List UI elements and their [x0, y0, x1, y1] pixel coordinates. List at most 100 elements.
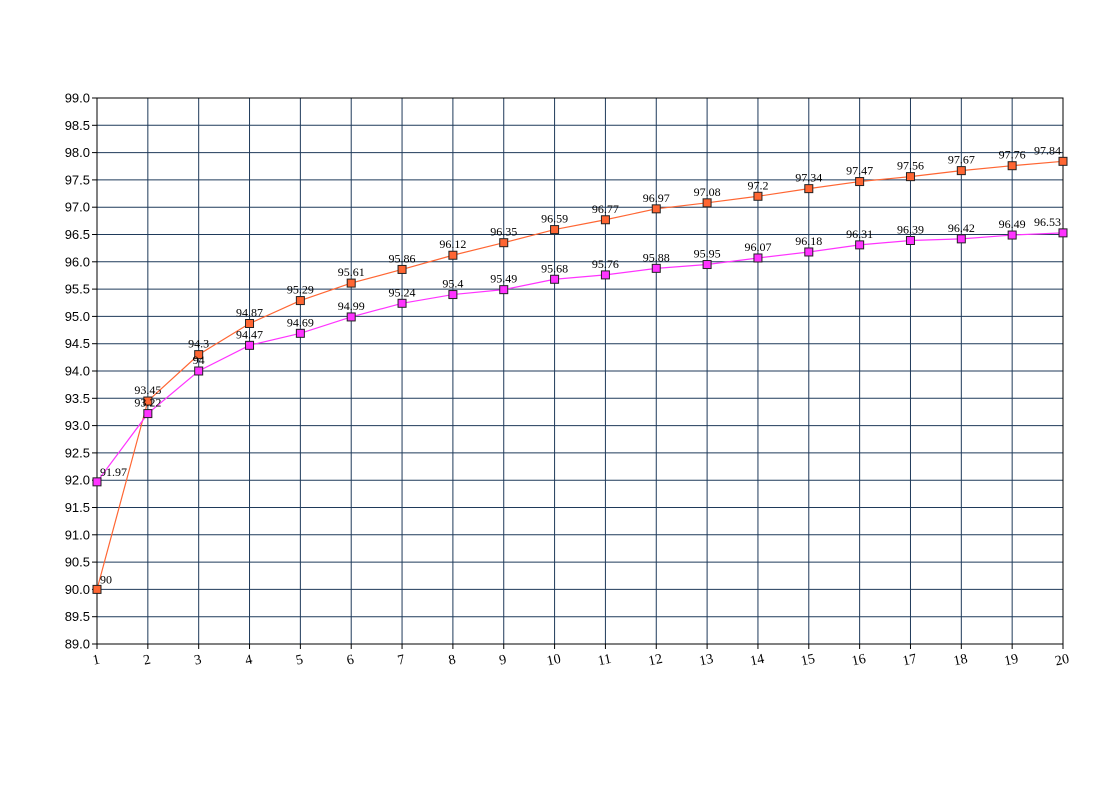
y-tick-label: 97.5 — [65, 172, 90, 187]
series-1-data-label: 95.61 — [338, 265, 365, 279]
series-1-point — [448, 250, 458, 260]
x-tick-label: 15 — [800, 652, 817, 670]
series-2-point — [956, 234, 966, 244]
series-1-data-label: 96.97 — [643, 191, 670, 205]
series-2-point — [499, 285, 509, 295]
series-1-line — [96, 160, 1064, 590]
series-1-data-label: 96.77 — [592, 202, 619, 216]
x-tick-label: 4 — [244, 653, 254, 669]
series-1-point — [499, 238, 509, 248]
series-2-point — [804, 247, 814, 257]
series-1-data-label: 97.84 — [1034, 143, 1061, 157]
x-axis: 1 2 3 4 5 6 7 8 9 10 11 12 13 14 15 16 17 18 19 20 — [91, 644, 1071, 670]
series-1-data-label: 96.12 — [439, 237, 466, 251]
series-1-data-label: 95.86 — [389, 251, 416, 265]
series-2-data-label: 95.95 — [694, 247, 721, 261]
x-tick-label: 12 — [647, 652, 664, 670]
x-tick-label: 17 — [901, 652, 918, 670]
series-2-data-label: 96.49 — [999, 217, 1026, 231]
series-2-point — [194, 366, 204, 376]
x-tick-label: 11 — [597, 652, 613, 669]
y-tick-label: 98.5 — [65, 118, 90, 133]
series-2-point — [702, 260, 712, 270]
series-2-point — [905, 236, 915, 246]
series-1-data-label: 97.08 — [694, 185, 721, 199]
series-layer — [92, 156, 1068, 594]
y-tick-label: 95.5 — [65, 282, 90, 297]
series-2-point — [1058, 228, 1068, 238]
series-1-point — [1058, 156, 1068, 166]
series-2-line — [96, 232, 1064, 483]
series-2-data-label: 96.42 — [948, 221, 975, 235]
series-1-data-label: 94.87 — [236, 305, 263, 319]
series-1-point — [194, 350, 204, 360]
series-2-data-label: 96.39 — [897, 223, 924, 237]
series-2-data-label: 96.07 — [744, 240, 771, 254]
series-1-point — [753, 191, 763, 201]
series-2-data-label: 95.4 — [442, 277, 463, 291]
series-2-point — [855, 240, 865, 250]
series-2-point — [651, 263, 661, 273]
y-tick-label: 94.5 — [65, 336, 90, 351]
series-1-point — [397, 264, 407, 274]
x-tick-label: 13 — [698, 652, 715, 670]
y-tick-label: 90.0 — [65, 582, 90, 597]
x-tick-label: 6 — [346, 653, 356, 669]
series-1-point — [1007, 161, 1017, 171]
series-2-point — [295, 328, 305, 338]
y-tick-label: 91.0 — [65, 527, 90, 542]
series-1-data-label: 96.59 — [541, 212, 568, 226]
series-2-data-label: 95.68 — [541, 261, 568, 275]
series-2-data-label: 95.24 — [389, 285, 416, 299]
series-1-point — [804, 184, 814, 194]
grid — [96, 97, 1064, 645]
series-2-data-label: 93.22 — [134, 396, 161, 410]
y-tick-label: 93.0 — [65, 418, 90, 433]
series-2-data-label: 94.69 — [287, 315, 314, 329]
series-2-point — [397, 298, 407, 308]
y-tick-label: 98.0 — [65, 145, 90, 160]
series-2-point — [600, 270, 610, 280]
x-tick-label: 20 — [1054, 652, 1071, 670]
series-2-point — [753, 253, 763, 263]
y-tick-label: 89.0 — [65, 637, 90, 652]
series-2-data-label: 95.49 — [490, 272, 517, 286]
series-2-point — [245, 340, 255, 350]
series-1-data-label: 93.45 — [134, 383, 161, 397]
series-2-data-label: 95.88 — [643, 250, 670, 264]
series-1-data-label: 97.47 — [846, 164, 873, 178]
x-tick-label: 10 — [545, 652, 562, 670]
series-1-data-label: 97.2 — [747, 178, 768, 192]
x-tick-label: 19 — [1003, 652, 1020, 670]
series-2-data-label: 96.53 — [1034, 215, 1061, 229]
series-2-point — [143, 409, 153, 419]
series-1-point — [143, 396, 153, 406]
series-2-data-label: 96.18 — [795, 234, 822, 248]
y-tick-label: 93.5 — [65, 391, 90, 406]
series-1-point — [550, 225, 560, 235]
data-labels: 90 93.45 94.3 94.87 95.29 95.61 95.86 96.12 96.3… — [100, 143, 1061, 586]
x-tick-label: 16 — [850, 652, 867, 670]
series-1-data-label: 94.3 — [188, 337, 209, 351]
series-2-data-label: 94.99 — [338, 299, 365, 313]
series-1-data-label: 90 — [100, 572, 112, 586]
x-tick-label: 18 — [952, 652, 969, 670]
series-1-point — [295, 296, 305, 306]
series-2-point — [346, 312, 356, 322]
series-2-point — [1007, 230, 1017, 240]
y-tick-label: 96.0 — [65, 254, 90, 269]
series-1-point — [651, 204, 661, 214]
series-2-point — [550, 274, 560, 284]
y-tick-label: 92.0 — [65, 473, 90, 488]
y-tick-label: 91.5 — [65, 500, 90, 515]
series-1-point — [600, 215, 610, 225]
series-2-data-label: 94.47 — [236, 327, 263, 341]
series-1-data-label: 97.67 — [948, 153, 975, 167]
series-1-data-label: 97.34 — [795, 171, 822, 185]
y-tick-label: 99.0 — [65, 91, 90, 106]
series-1-point — [92, 584, 102, 594]
x-tick-label: 7 — [396, 653, 406, 669]
series-1-point — [855, 177, 865, 187]
x-tick-label: 14 — [749, 652, 766, 670]
series-1-point — [346, 278, 356, 288]
